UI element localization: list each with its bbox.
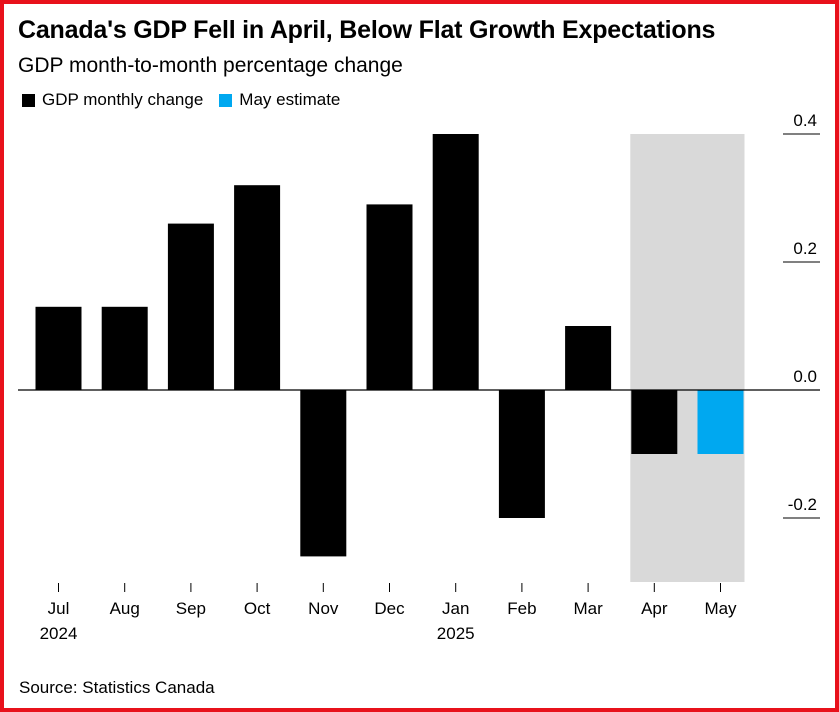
y-tick-label: -0.2 xyxy=(788,495,817,514)
legend-label-gdp: GDP monthly change xyxy=(42,90,204,109)
bar-jan xyxy=(432,134,479,390)
bar-oct xyxy=(234,185,281,390)
y-tick-label: 0.2 xyxy=(793,239,817,258)
legend-label-estimate: May estimate xyxy=(239,90,341,109)
x-tick-label: Oct xyxy=(244,599,271,618)
legend: GDP monthly change May estimate xyxy=(22,90,356,110)
x-year-label: 2025 xyxy=(437,624,475,643)
legend-item-gdp: GDP monthly change xyxy=(22,90,203,110)
bar-dec xyxy=(366,204,413,390)
bar-sep xyxy=(167,223,214,390)
chart-title: Canada's GDP Fell in April, Below Flat G… xyxy=(18,16,716,44)
x-tick-label: Mar xyxy=(573,599,603,618)
legend-swatch-gdp xyxy=(22,93,35,107)
x-tick-label: Jan xyxy=(442,599,469,618)
x-tick-label: Nov xyxy=(308,599,339,618)
x-tick-label: Sep xyxy=(176,599,206,618)
x-tick-label: Apr xyxy=(641,599,668,618)
x-tick-label: Jul xyxy=(48,599,70,618)
bar-may xyxy=(697,390,744,454)
bar-mar xyxy=(565,326,612,390)
bar-jul xyxy=(35,306,82,390)
x-tick-label: May xyxy=(704,599,737,618)
legend-item-estimate: May estimate xyxy=(219,90,340,110)
source-note: Source: Statistics Canada xyxy=(19,678,215,697)
y-tick-label: 0.0 xyxy=(793,367,817,386)
x-tick-label: Aug xyxy=(110,599,140,618)
bar-aug xyxy=(101,306,148,390)
chart-subtitle: GDP month-to-month percentage change xyxy=(18,54,403,77)
bar-nov xyxy=(300,390,347,557)
x-tick-label: Dec xyxy=(374,599,405,618)
bar-feb xyxy=(498,390,545,518)
legend-swatch-estimate xyxy=(219,93,233,107)
highlight-band xyxy=(630,134,745,582)
x-year-label: 2024 xyxy=(40,624,78,643)
y-tick-label: 0.4 xyxy=(793,111,817,130)
bar-apr xyxy=(631,390,678,454)
x-tick-label: Feb xyxy=(507,599,536,618)
